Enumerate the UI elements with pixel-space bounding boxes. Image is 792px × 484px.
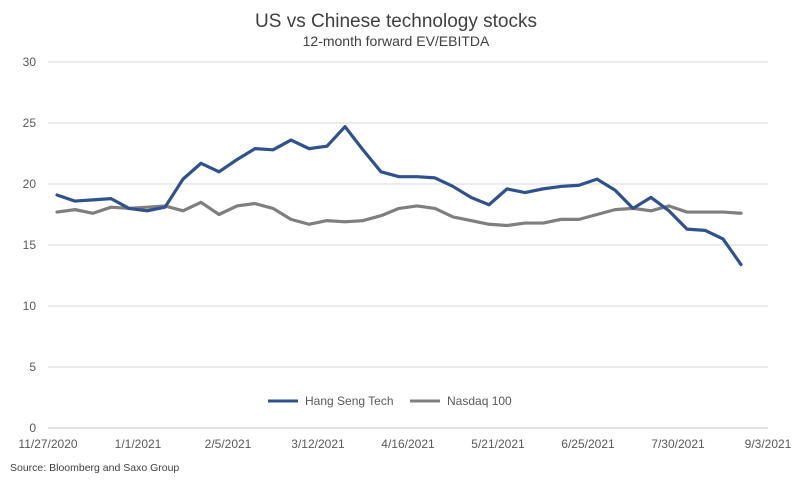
series-line-nasdaq-100 xyxy=(55,200,743,228)
legend-label-nasdaq-100: Nasdaq 100 xyxy=(447,394,512,408)
y-tick-label: 5 xyxy=(29,360,36,374)
y-tick-label: 30 xyxy=(23,55,37,69)
y-tick-label: 15 xyxy=(23,238,37,252)
y-tick-label: 20 xyxy=(23,177,37,191)
x-tick-label: 1/1/2021 xyxy=(115,437,162,451)
x-tick-label: 3/12/2021 xyxy=(291,437,345,451)
x-tick-label: 11/27/2020 xyxy=(18,437,77,451)
x-tick-label: 7/30/2021 xyxy=(651,437,705,451)
legend-label-hang-seng-tech: Hang Seng Tech xyxy=(305,394,394,408)
x-tick-label: 2/5/2021 xyxy=(205,437,252,451)
x-tick-label: 6/25/2021 xyxy=(561,437,615,451)
x-tick-label: 4/16/2021 xyxy=(381,437,435,451)
x-axis-ticks: 11/27/2020 1/1/2021 2/5/2021 3/12/2021 4/16/… xyxy=(18,437,791,451)
chart-title: US vs Chinese technology stocks xyxy=(255,11,537,32)
gridlines xyxy=(48,61,768,429)
series-line-hang-seng-tech xyxy=(55,125,743,267)
legend: Hang Seng Tech Nasdaq 100 xyxy=(268,394,512,408)
chart-subtitle: 12-month forward EV/EBITDA xyxy=(303,33,490,49)
y-axis-ticks: 0 5 10 15 20 25 30 xyxy=(23,55,37,435)
y-tick-label: 0 xyxy=(29,421,36,435)
y-tick-label: 10 xyxy=(23,299,37,313)
source-note: Source: Bloomberg and Saxo Group xyxy=(10,462,179,474)
x-tick-label: 5/21/2021 xyxy=(471,437,525,451)
y-tick-label: 25 xyxy=(23,116,37,130)
series-lines xyxy=(55,125,743,267)
x-tick-label: 9/3/2021 xyxy=(745,437,792,451)
